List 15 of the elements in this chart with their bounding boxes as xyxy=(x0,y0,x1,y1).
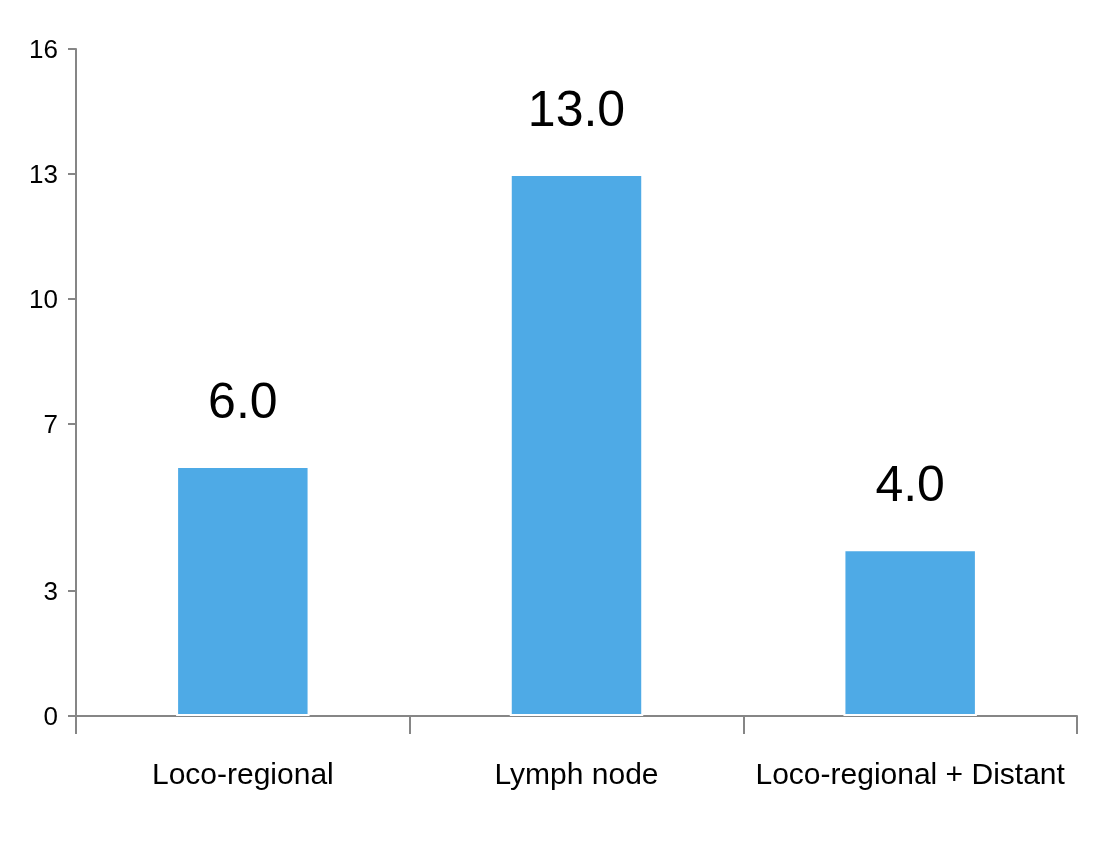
y-tick-label: 13 xyxy=(29,159,58,190)
y-tick-label: 3 xyxy=(43,575,58,606)
bar xyxy=(176,465,310,716)
y-tick-label: 16 xyxy=(29,34,58,64)
x-tick-label: Loco-regional + Distant xyxy=(755,756,1066,790)
bar xyxy=(509,174,644,716)
y-tick-label: 0 xyxy=(43,701,58,731)
x-tick-label: Loco-regional xyxy=(151,756,334,790)
y-tick-label: 10 xyxy=(29,284,58,315)
x-tick-label: Lymph node xyxy=(494,756,659,790)
data-label: 6.0 xyxy=(208,372,278,429)
data-label: 13.0 xyxy=(527,81,626,138)
y-tick-label: 7 xyxy=(43,409,58,440)
bar xyxy=(843,549,977,716)
data-label: 4.0 xyxy=(875,456,945,513)
